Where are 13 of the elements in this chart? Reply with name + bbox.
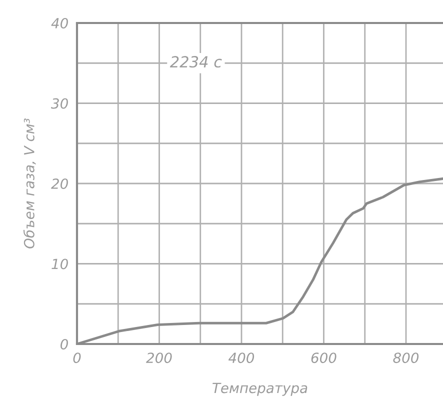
- x-axis-title: Температура: [212, 382, 308, 396]
- x-tick-label: 400: [228, 352, 254, 364]
- y-tick-label: 30: [51, 98, 68, 109]
- y-tick-label: 0: [60, 338, 68, 350]
- x-tick-label: 0: [73, 352, 81, 364]
- annotation: 2234 с: [170, 56, 222, 68]
- x-tick-label: 600: [311, 352, 336, 364]
- x-tick-label: 200: [146, 352, 172, 364]
- y-tick-label: 40: [51, 18, 68, 28]
- y-tick-label: 10: [52, 258, 68, 270]
- x-tick-label: 800: [393, 352, 419, 364]
- y-axis-title: Объем газа, V см³: [23, 118, 36, 248]
- y-tick-label: 20: [51, 178, 68, 189]
